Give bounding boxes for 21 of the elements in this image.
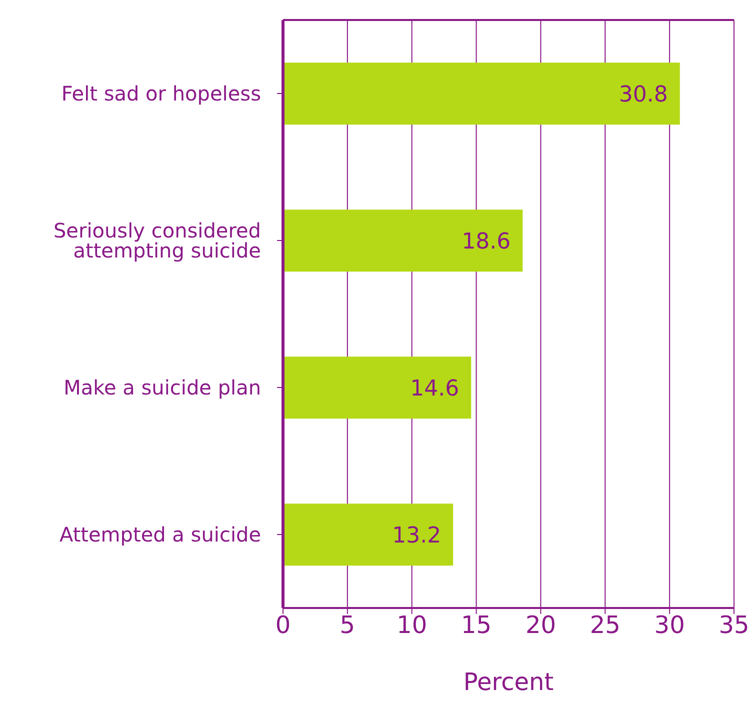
bar (283, 504, 454, 566)
y-tick-label: Attempted a suicide (59, 522, 261, 547)
data-label: 18.6 (462, 229, 511, 254)
data-label: 14.6 (410, 376, 460, 402)
data-label: 30.8 (618, 82, 668, 108)
x-tick-label: 5 (340, 611, 356, 640)
x-tick-label: 35 (718, 611, 750, 640)
x-tick-label: 15 (461, 611, 492, 640)
data-label: 13.2 (392, 523, 442, 548)
x-tick-label: 20 (525, 611, 556, 640)
y-tick-label: Seriously considered attempting suicide (53, 218, 261, 263)
bar (283, 210, 523, 272)
bar (283, 356, 472, 419)
y-tick-label: Make a suicide plan (64, 376, 261, 400)
bar (283, 62, 680, 125)
x-tick-label: 10 (396, 611, 428, 640)
x-tick-label: 25 (590, 611, 620, 640)
x-tick-label: 30 (654, 611, 685, 640)
x-tick-label: 0 (275, 611, 291, 640)
y-tick-label: Felt sad or hopeless (61, 82, 261, 106)
x-axis-title: Percent (463, 668, 554, 696)
